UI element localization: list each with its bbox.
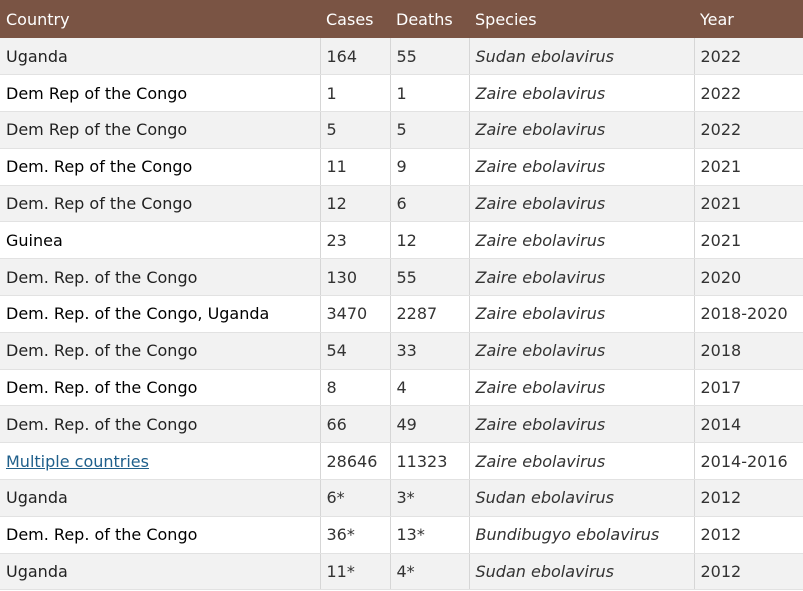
table-row: Dem. Rep. of the Congo 66 49 Zaire ebola… xyxy=(0,405,803,444)
cell-year: 2022 xyxy=(694,74,803,113)
cell-year: 2014-2016 xyxy=(694,442,803,481)
cell-country: Dem. Rep. of the Congo xyxy=(0,258,321,297)
cell-species: Zaire ebolavirus xyxy=(469,405,695,444)
cell-year: 2020 xyxy=(694,258,803,297)
cell-cases: 12 xyxy=(320,185,391,223)
cell-year: 2021 xyxy=(694,221,803,260)
cell-deaths: 5 xyxy=(390,111,470,149)
cell-country: Uganda xyxy=(0,479,321,517)
cell-year: 2012 xyxy=(694,516,803,554)
cell-species: Zaire ebolavirus xyxy=(469,442,695,481)
table-row: Dem. Rep of the Congo 12 6 Zaire ebolavi… xyxy=(0,185,803,223)
cell-species: Zaire ebolavirus xyxy=(469,221,695,260)
cell-deaths: 11323 xyxy=(390,442,470,481)
table-row: Multiple countries 28646 11323 Zaire ebo… xyxy=(0,442,803,481)
cell-deaths: 33 xyxy=(390,332,470,370)
cell-cases: 130 xyxy=(320,258,391,297)
cell-country: Dem. Rep. of the Congo, Uganda xyxy=(0,295,321,333)
cell-year: 2017 xyxy=(694,369,803,407)
multiple-countries-link[interactable]: Multiple countries xyxy=(6,451,149,471)
cell-deaths: 3* xyxy=(390,479,470,517)
cell-cases: 66 xyxy=(320,405,391,444)
cell-country: Dem. Rep of the Congo xyxy=(0,185,321,223)
cell-year: 2022 xyxy=(694,111,803,149)
cell-country: Uganda xyxy=(0,38,321,76)
cell-deaths: 55 xyxy=(390,38,470,76)
cell-deaths: 4* xyxy=(390,553,470,591)
cell-cases: 36* xyxy=(320,516,391,554)
table-row: Dem. Rep of the Congo 11 9 Zaire ebolavi… xyxy=(0,148,803,186)
cell-year: 2012 xyxy=(694,553,803,591)
cell-species: Sudan ebolavirus xyxy=(469,553,695,591)
table-row: Uganda 6* 3* Sudan ebolavirus 2012 xyxy=(0,479,803,517)
cell-year: 2018-2020 xyxy=(694,295,803,333)
cell-deaths: 1 xyxy=(390,74,470,113)
cell-deaths: 49 xyxy=(390,405,470,444)
cell-cases: 1 xyxy=(320,74,391,113)
table-row: Dem. Rep. of the Congo 36* 13* Bundibugy… xyxy=(0,516,803,554)
cell-country: Dem. Rep. of the Congo xyxy=(0,516,321,554)
header-deaths[interactable]: Deaths xyxy=(396,9,453,29)
cell-year: 2021 xyxy=(694,148,803,186)
table-row: Uganda 164 55 Sudan ebolavirus 2022 xyxy=(0,38,803,76)
cell-cases: 23 xyxy=(320,221,391,260)
table-row: Dem Rep of the Congo 5 5 Zaire ebolaviru… xyxy=(0,111,803,149)
cell-cases: 5 xyxy=(320,111,391,149)
cell-year: 2018 xyxy=(694,332,803,370)
cell-cases: 54 xyxy=(320,332,391,370)
cell-country: Dem. Rep. of the Congo xyxy=(0,369,321,407)
cell-deaths: 55 xyxy=(390,258,470,297)
cell-species: Zaire ebolavirus xyxy=(469,185,695,223)
cell-deaths: 9 xyxy=(390,148,470,186)
cell-species: Sudan ebolavirus xyxy=(469,38,695,76)
header-species[interactable]: Species xyxy=(475,9,537,29)
cell-country: Uganda xyxy=(0,553,321,591)
table-row: Dem. Rep. of the Congo 130 55 Zaire ebol… xyxy=(0,258,803,297)
table-row: Guinea 23 12 Zaire ebolavirus 2021 xyxy=(0,221,803,260)
cell-country: Dem Rep of the Congo xyxy=(0,111,321,149)
cell-country: Dem. Rep. of the Congo xyxy=(0,332,321,370)
cell-country: Multiple countries xyxy=(0,442,321,481)
cell-cases: 11 xyxy=(320,148,391,186)
cell-cases: 11* xyxy=(320,553,391,591)
cell-deaths: 6 xyxy=(390,185,470,223)
cell-country: Dem Rep of the Congo xyxy=(0,74,321,113)
cell-year: 2014 xyxy=(694,405,803,444)
cell-year: 2021 xyxy=(694,185,803,223)
header-year[interactable]: Year xyxy=(700,9,734,29)
header-cases[interactable]: Cases xyxy=(326,9,374,29)
cell-cases: 28646 xyxy=(320,442,391,481)
cell-cases: 3470 xyxy=(320,295,391,333)
cell-cases: 164 xyxy=(320,38,391,76)
cell-species: Zaire ebolavirus xyxy=(469,332,695,370)
cell-year: 2012 xyxy=(694,479,803,517)
cell-country: Dem. Rep. of the Congo xyxy=(0,405,321,444)
cell-species: Zaire ebolavirus xyxy=(469,258,695,297)
table-row: Dem. Rep. of the Congo, Uganda 3470 2287… xyxy=(0,295,803,333)
table-row: Dem Rep of the Congo 1 1 Zaire ebolaviru… xyxy=(0,74,803,113)
table-row: Dem. Rep. of the Congo 54 33 Zaire ebola… xyxy=(0,332,803,370)
cell-country: Dem. Rep of the Congo xyxy=(0,148,321,186)
cell-cases: 6* xyxy=(320,479,391,517)
table-row: Uganda 11* 4* Sudan ebolavirus 2012 xyxy=(0,553,803,591)
table-row: Dem. Rep. of the Congo 8 4 Zaire ebolavi… xyxy=(0,369,803,407)
cell-species: Zaire ebolavirus xyxy=(469,148,695,186)
cell-deaths: 12 xyxy=(390,221,470,260)
cell-country: Guinea xyxy=(0,221,321,260)
cell-species: Sudan ebolavirus xyxy=(469,479,695,517)
cell-deaths: 13* xyxy=(390,516,470,554)
cell-species: Zaire ebolavirus xyxy=(469,295,695,333)
header-country[interactable]: Country xyxy=(6,9,70,29)
cell-species: Zaire ebolavirus xyxy=(469,74,695,113)
table-header-row: Country Cases Deaths Species Year xyxy=(0,0,803,38)
cell-species: Zaire ebolavirus xyxy=(469,369,695,407)
cell-deaths: 4 xyxy=(390,369,470,407)
cell-year: 2022 xyxy=(694,38,803,76)
cell-deaths: 2287 xyxy=(390,295,470,333)
cell-species: Zaire ebolavirus xyxy=(469,111,695,149)
cell-cases: 8 xyxy=(320,369,391,407)
cell-species: Bundibugyo ebolavirus xyxy=(469,516,695,554)
